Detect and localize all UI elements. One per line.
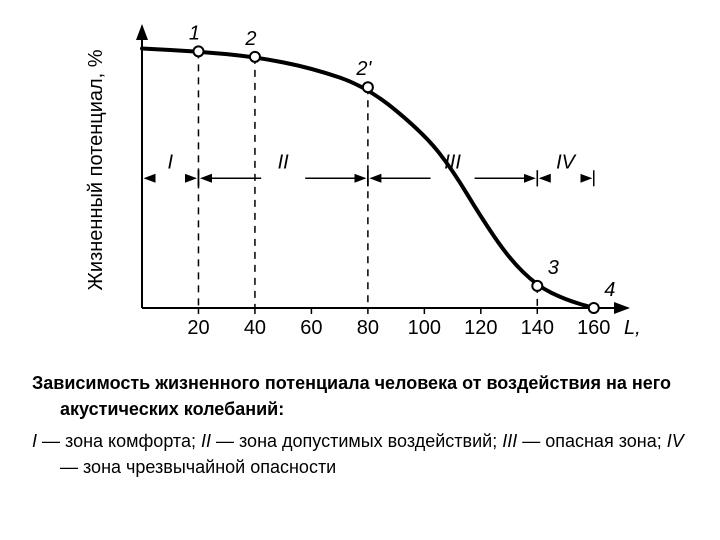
- life-potential-chart: 20 40 60 80 100 120 140 160 L, дБА Жизненный поте…: [80, 18, 640, 363]
- svg-text:80: 80: [357, 317, 379, 339]
- svg-text:40: 40: [244, 317, 266, 339]
- svg-text:100: 100: [408, 317, 441, 339]
- svg-text:20: 20: [187, 317, 209, 339]
- svg-text:120: 120: [464, 317, 497, 339]
- figure-caption: Зависимость жизненного потенциала челове…: [32, 370, 692, 480]
- svg-text:140: 140: [521, 317, 554, 339]
- svg-text:Жизненный потенциал, %: Жизненный потенциал, %: [85, 49, 107, 290]
- svg-text:II: II: [278, 151, 290, 173]
- svg-text:1: 1: [189, 22, 200, 44]
- caption-title: Зависимость жизненного потенциала челове…: [32, 370, 692, 422]
- svg-text:4: 4: [604, 279, 615, 301]
- svg-text:3: 3: [548, 257, 559, 279]
- svg-text:160: 160: [577, 317, 610, 339]
- svg-text:2: 2: [244, 28, 256, 50]
- svg-text:2': 2': [355, 58, 372, 80]
- svg-text:L, дБА: L, дБА: [624, 317, 640, 339]
- caption-legend: I — зона комфорта; II — зона допустимых …: [32, 428, 692, 480]
- svg-text:60: 60: [300, 317, 322, 339]
- svg-text:IV: IV: [556, 151, 577, 173]
- svg-text:I: I: [167, 151, 173, 173]
